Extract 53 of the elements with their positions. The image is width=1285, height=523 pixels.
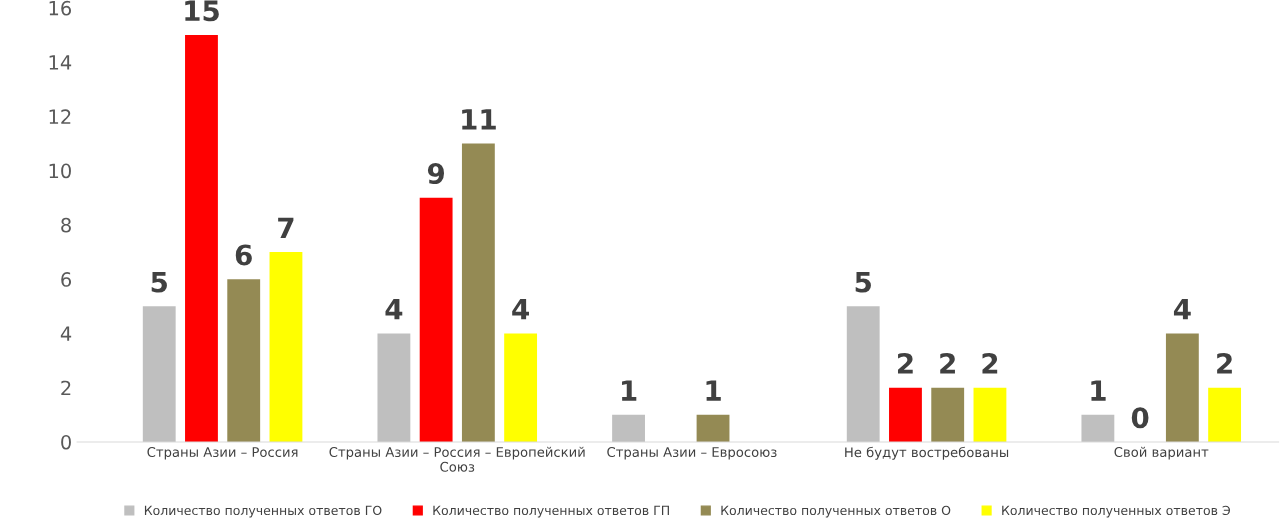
bar	[1081, 414, 1115, 442]
bar	[1165, 333, 1199, 442]
bar	[931, 387, 965, 442]
y-tick-label: 12	[49, 109, 71, 124]
legend-label: Количество полученных ответов ГО	[144, 505, 382, 518]
y-tick-label: 2	[61, 380, 71, 396]
data-label: 1	[622, 380, 637, 401]
bar	[377, 333, 411, 442]
bar	[504, 333, 538, 442]
data-label: 2	[940, 352, 955, 374]
bar	[889, 387, 922, 442]
data-label: 1	[706, 380, 721, 401]
x-tick-label: Не будут востребованы	[845, 446, 1009, 460]
bar	[461, 143, 495, 442]
data-label: 2	[897, 352, 913, 374]
data-label: 7	[278, 217, 294, 238]
legend-label: Количество полученных ответов О	[721, 505, 951, 518]
data-label: 15	[185, 0, 219, 22]
y-tick-label: 10	[49, 163, 71, 179]
data-label: 0	[1131, 407, 1149, 429]
data-label: 1	[1091, 380, 1106, 401]
bar	[419, 197, 453, 442]
bar	[185, 34, 218, 442]
y-tick-label: 16	[49, 0, 72, 16]
x-tick-label: Страны Азии – Евросоюз	[607, 447, 777, 460]
bar	[846, 306, 880, 442]
y-tick-label: 4	[60, 326, 72, 341]
y-tick-label: 8	[61, 217, 71, 233]
data-label: 4	[512, 299, 529, 320]
bar	[973, 387, 1007, 442]
legend-label: Количество полученных ответов ГП	[433, 505, 669, 518]
bar	[269, 252, 303, 442]
data-label: 5	[855, 271, 871, 293]
legend-label: Количество полученных ответов Э	[1002, 505, 1230, 518]
bar	[612, 414, 645, 442]
data-label: 4	[385, 299, 403, 320]
y-tick-label: 0	[61, 434, 71, 450]
x-tick-label: Страны Азии – Россия – Европейский Союз	[329, 446, 585, 472]
data-label: 4	[1173, 299, 1191, 320]
y-tick-label: 14	[49, 55, 72, 70]
x-tick-label: Страны Азии – Россия	[147, 447, 298, 460]
data-label: 2	[982, 352, 998, 374]
x-tick-label: Свой вариант	[1114, 446, 1209, 460]
bar	[142, 306, 176, 442]
bar	[696, 414, 730, 442]
data-label: 5	[151, 271, 167, 293]
data-label: 6	[235, 244, 252, 266]
bar	[227, 279, 261, 442]
y-tick-label: 6	[61, 272, 72, 287]
data-label: 11	[462, 109, 496, 130]
data-label: 2	[1217, 352, 1232, 374]
bar	[1208, 387, 1242, 442]
data-label: 9	[427, 163, 445, 185]
